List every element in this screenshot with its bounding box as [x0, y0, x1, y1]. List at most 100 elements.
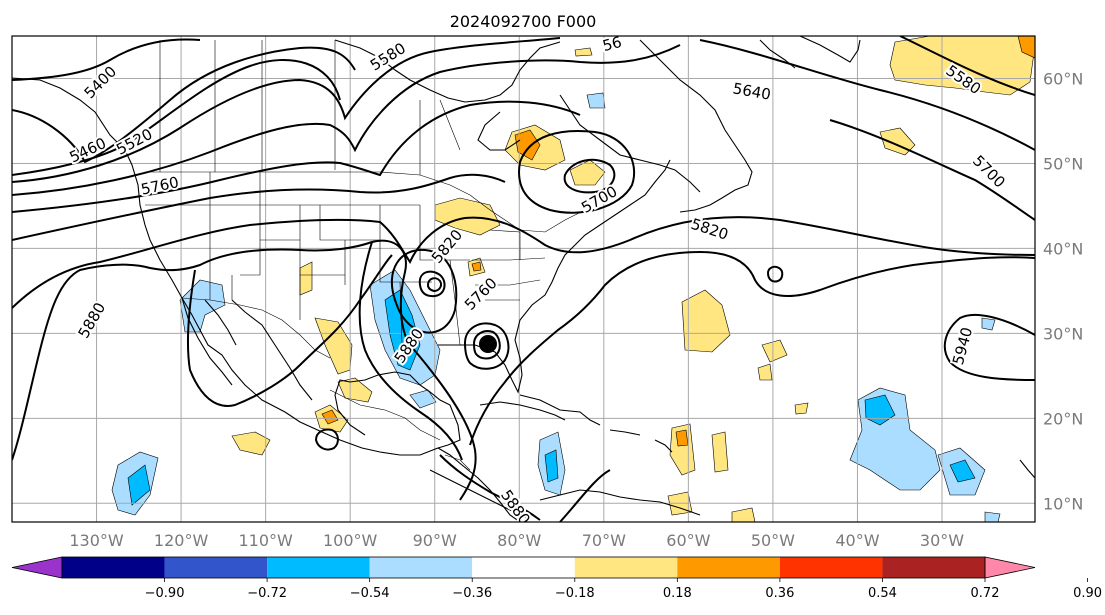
- colorbar-label-1: −0.72: [247, 586, 287, 601]
- contour-low-southeast-3: [426, 277, 443, 293]
- colorbar-label-8: 0.72: [971, 586, 1000, 601]
- contour-5640: [12, 44, 681, 196]
- colorbar-label-9: 0.90: [1073, 586, 1102, 601]
- contour-5880-south: [358, 241, 463, 461]
- contour-low-southeast-2: [418, 270, 446, 298]
- contour-quebec-inner: [563, 158, 616, 194]
- political-borders: [145, 40, 586, 471]
- lat-label-2: 40°N: [1043, 239, 1083, 258]
- lon-label-3: 100°W: [323, 531, 378, 550]
- border-states: [145, 172, 546, 346]
- contour-hurricane-mid: [472, 330, 501, 360]
- contour-5880-west: [12, 239, 477, 501]
- lon-label-5: 80°W: [497, 531, 541, 550]
- colorbar-segment-5: [574, 557, 678, 578]
- coastline-south-america: [539, 489, 701, 516]
- border-mexico-central: [329, 389, 471, 471]
- lon-label-10: 30°W: [920, 531, 964, 550]
- lat-label-1: 50°N: [1043, 154, 1083, 173]
- colorbar-segment-2: [267, 557, 370, 578]
- lon-label-1: 120°W: [154, 531, 209, 550]
- shade-orange-greenland: [1017, 36, 1035, 59]
- contour-5400: [12, 38, 201, 81]
- contour-5520: [12, 59, 341, 176]
- latitude-tick-labels: 60°N 50°N 40°N 30°N 20°N 10°N: [1043, 69, 1083, 513]
- lon-label-6: 70°W: [582, 531, 626, 550]
- contour-5880-east: [469, 250, 1035, 446]
- shade-blue-atlantic-e4: [984, 511, 1001, 522]
- colorbar-label-5: 0.18: [663, 586, 692, 601]
- lon-label-0: 130°W: [69, 531, 124, 550]
- colorbar-label-0: −0.90: [145, 586, 185, 601]
- contour-5760: [12, 173, 506, 241]
- map-title: 2024092700 F000: [450, 12, 597, 31]
- lat-label-3: 30°N: [1043, 324, 1083, 343]
- shade-orange-mexico: [321, 409, 339, 425]
- contour-5820: [12, 216, 1035, 310]
- contour-greenland: [899, 36, 1035, 96]
- lat-label-4: 20°N: [1043, 409, 1083, 428]
- colorbar: −0.90 −0.72 −0.54 −0.36 −0.18 0.18 0.36 0.54 0.7…: [11, 556, 1102, 601]
- colorbar-segment-1: [164, 557, 268, 578]
- shade-blue-labrador: [586, 92, 606, 109]
- contour-atlantic-small-low: [766, 265, 784, 283]
- shade-yellow-newfoundland: [569, 159, 606, 186]
- shade-yellow-atlantic-3: [757, 363, 773, 381]
- shade-deepblue-atlantic-e2: [949, 459, 976, 483]
- contour-southern: [559, 469, 611, 522]
- height-contours: [12, 36, 1035, 522]
- coastline-caribbean: [429, 394, 673, 521]
- shade-yellow-colorado: [299, 261, 313, 296]
- shade-blue-atlantic-e3: [981, 317, 996, 331]
- lon-label-9: 40°W: [835, 531, 879, 550]
- colorbar-segment-7: [779, 557, 883, 578]
- shade-orange-quebec: [514, 129, 541, 161]
- border-us-mexico: [181, 297, 331, 359]
- shade-yellow-atlantic-5: [711, 431, 729, 473]
- shade-blue-yucatan: [409, 389, 437, 409]
- hurricane-center-marker: [479, 335, 497, 353]
- coastline-labrador: [639, 39, 753, 213]
- lon-label-2: 110°W: [238, 531, 293, 550]
- shade-yellow-atlantic-7: [731, 507, 756, 522]
- shade-orange-ohio: [471, 261, 482, 272]
- colorbar-label-6: 0.36: [765, 586, 794, 601]
- lat-label-0: 60°N: [1043, 69, 1083, 88]
- contour-hurricane-outer: [463, 322, 510, 370]
- shade-yellow-atlantic-1: [681, 289, 731, 353]
- contour-quebec-low: [518, 129, 636, 214]
- contour-5460: [12, 46, 356, 164]
- coastline-east: [438, 159, 671, 394]
- shade-deepblue-caribbean: [544, 449, 559, 483]
- shade-orange-atlantic: [675, 429, 689, 447]
- border-us-canada: [145, 171, 586, 233]
- colorbar-extend-low: [11, 556, 63, 579]
- longitude-tick-labels: 130°W 120°W 110°W 100°W 90°W 80°W 70°W 60°W 50°W…: [69, 531, 964, 550]
- coastline-north-america: [12, 77, 521, 522]
- coastline-africa: [1019, 459, 1035, 479]
- colorbar-label-4: −0.18: [555, 586, 595, 601]
- shade-deepblue-atlantic-e: [864, 394, 896, 426]
- shaded-fields: [111, 36, 1035, 522]
- contour-5940: [943, 313, 1035, 381]
- colorbar-segment-6: [677, 557, 780, 578]
- colorbar-label-7: 0.54: [868, 586, 897, 601]
- colorbar-outline: [61, 556, 986, 579]
- lon-label-7: 60°W: [666, 531, 710, 550]
- contour-5700: [12, 100, 581, 213]
- lon-label-8: 50°W: [751, 531, 795, 550]
- contour-central-america: [439, 454, 541, 521]
- contour-mexico-small-low: [314, 428, 339, 451]
- colorbar-segment-0: [62, 557, 165, 578]
- colorbar-label-3: −0.36: [452, 586, 492, 601]
- colorbar-segment-3: [369, 557, 473, 578]
- colorbar-extend-high: [984, 556, 1036, 579]
- shade-deepblue-pacific: [127, 464, 151, 506]
- shade-yellow-labrador: [574, 47, 593, 57]
- shade-yellow-atlantic-9: [794, 402, 809, 415]
- lon-label-4: 90°W: [413, 531, 457, 550]
- lat-label-5: 10°N: [1043, 494, 1083, 513]
- colorbar-label-2: −0.54: [350, 586, 390, 601]
